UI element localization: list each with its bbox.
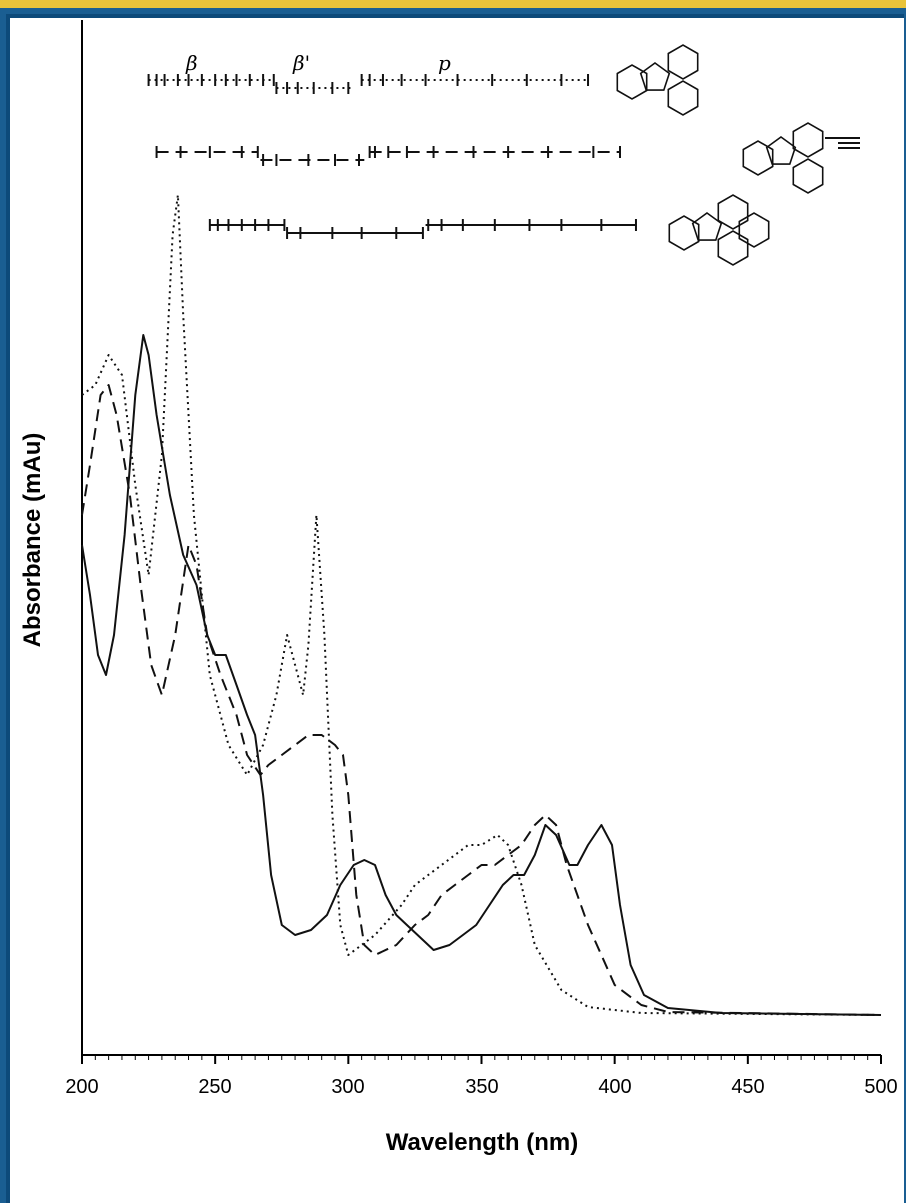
molecule-structures	[616, 44, 860, 266]
ring	[616, 64, 648, 100]
ring	[792, 158, 824, 194]
cyclopenta-pah-structure-icon	[668, 194, 770, 266]
x-tick-label-300: 300	[331, 1076, 364, 1098]
spectrum-line-dotted	[81, 194, 882, 1016]
fluoranthene-structure-icon	[616, 44, 699, 116]
top-stripe	[0, 0, 906, 8]
x-tick-label-500: 500	[864, 1076, 897, 1098]
x-tick-label-450: 450	[731, 1076, 764, 1098]
x-tick-label-200: 200	[65, 1076, 98, 1098]
band-label-beta: β	[185, 51, 198, 75]
ring	[667, 44, 699, 80]
x-axis-title: Wavelength (nm)	[386, 1129, 578, 1156]
spectra	[81, 194, 882, 1016]
band-bar-dashed	[155, 146, 621, 166]
axes	[81, 20, 882, 1064]
ring	[717, 194, 749, 230]
ring	[742, 140, 774, 176]
band-label-p: p	[438, 51, 451, 75]
ring	[667, 80, 699, 116]
ring	[668, 215, 700, 251]
ring	[792, 122, 824, 158]
band-bar-solid	[208, 219, 637, 239]
band-label-beta-prime: β'	[292, 51, 310, 75]
ring	[717, 230, 749, 266]
spectrum-line-dashed	[81, 384, 882, 1016]
plot-area	[82, 20, 882, 1055]
band-bar-dotted	[147, 74, 590, 94]
ring	[639, 62, 671, 91]
ring	[738, 212, 770, 248]
x-tick-label-400: 400	[598, 1076, 631, 1098]
spectrum-line-solid	[81, 334, 882, 1016]
ethynyl-substituted-structure-icon	[742, 122, 860, 194]
x-tick-label-250: 250	[198, 1076, 231, 1098]
x-tick-label-350: 350	[465, 1076, 498, 1098]
absorption-band-bars	[147, 74, 637, 239]
y-axis-title: Absorbance (mAu)	[19, 433, 46, 648]
